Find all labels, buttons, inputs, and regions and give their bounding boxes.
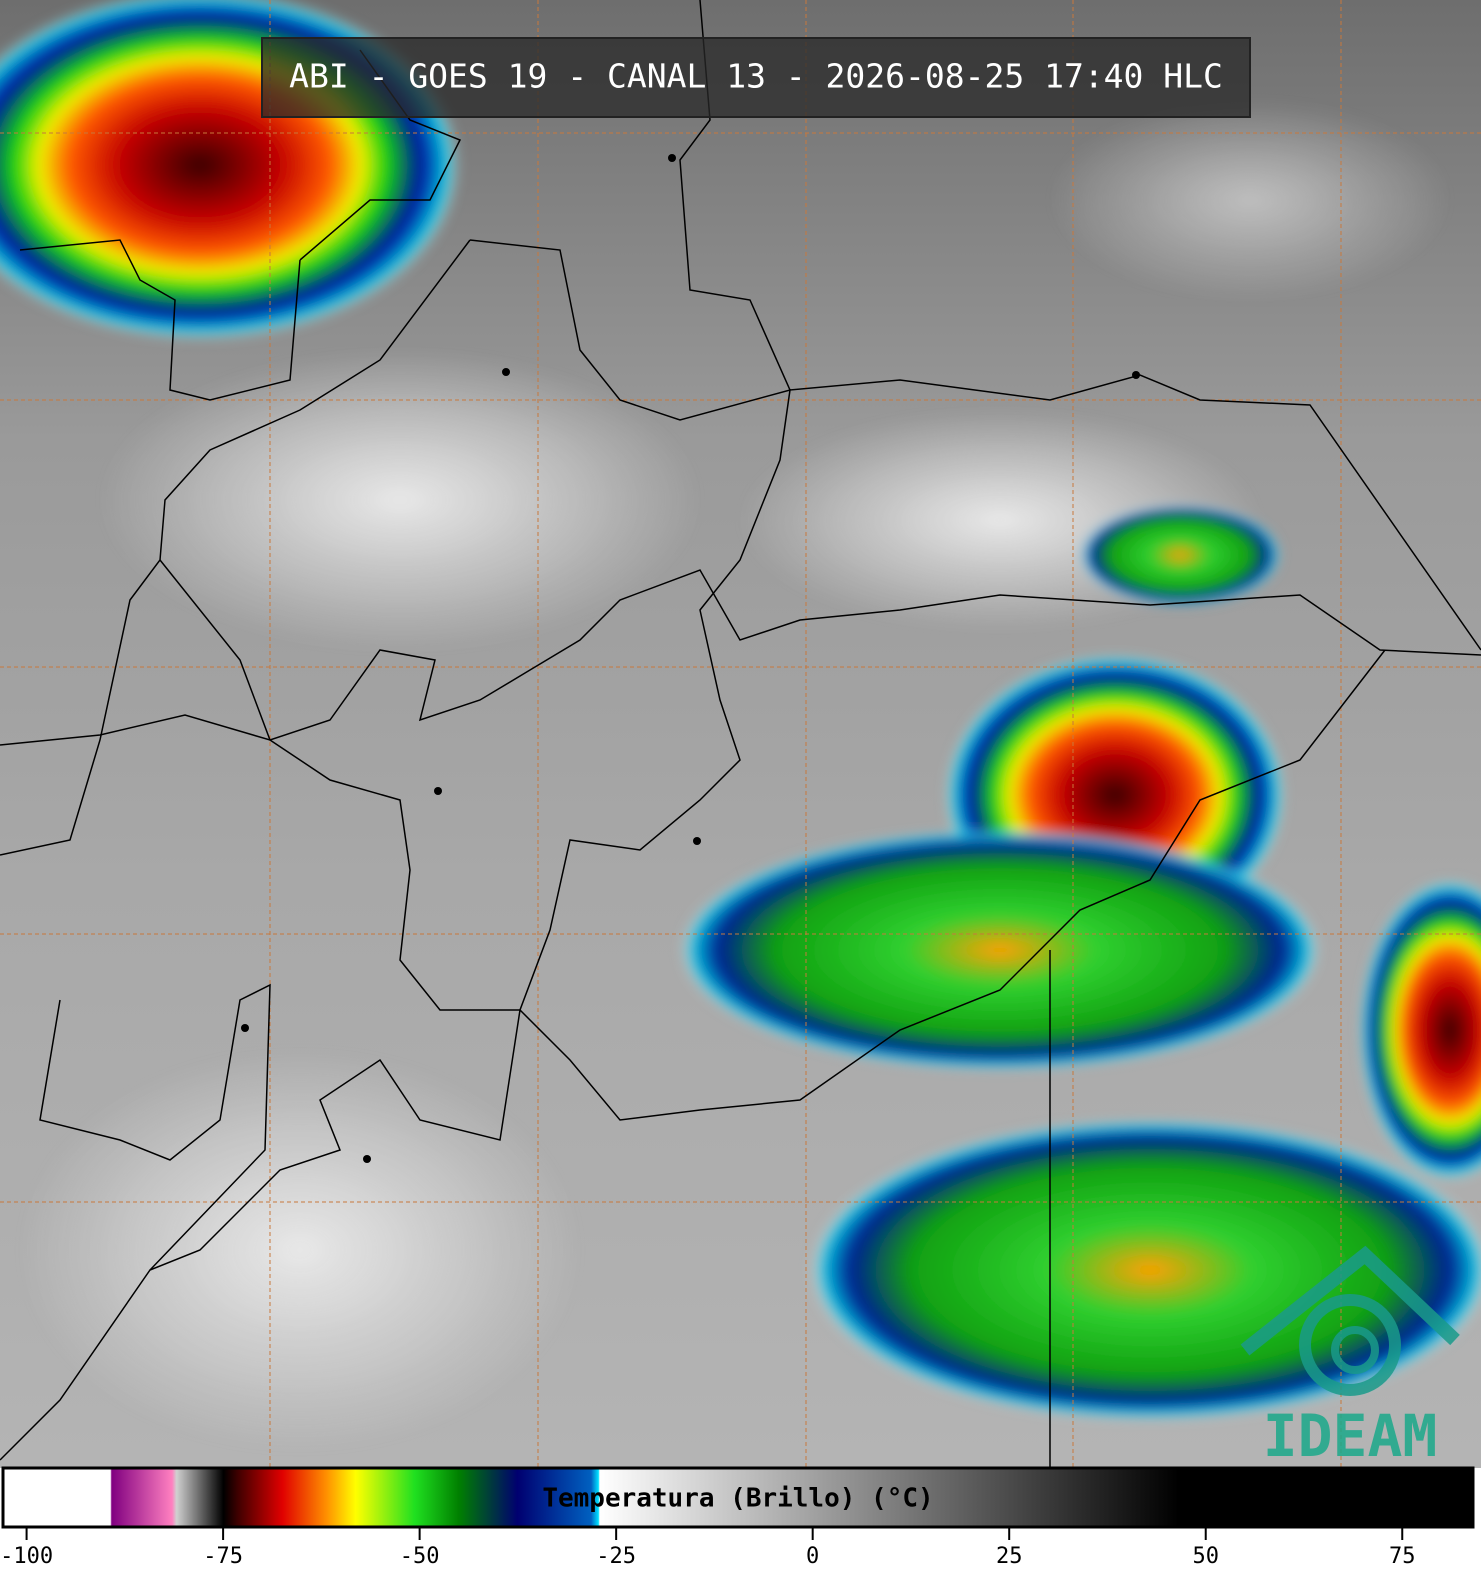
tick-label: 75	[1389, 1544, 1416, 1569]
tick-label: -75	[203, 1544, 243, 1569]
colorbar	[1, 1466, 1475, 1529]
tick-label: 0	[806, 1544, 819, 1569]
title: ABI - GOES 19 - CANAL 13 - 2026-08-25 17…	[289, 57, 1223, 96]
tick-label: 25	[996, 1544, 1023, 1569]
logo: IDEAM	[1240, 1245, 1460, 1470]
satellite-image	[0, 0, 1481, 1468]
tick-label: -50	[400, 1544, 440, 1569]
logo-text: IDEAM	[1263, 1402, 1438, 1470]
tick-label: 50	[1192, 1544, 1219, 1569]
colorbar-ticks: -100 -75 -50 -25 0 25 50 75	[0, 1527, 1416, 1569]
title-box	[261, 37, 1251, 118]
tick-label: -100	[0, 1544, 53, 1569]
tick-label: -25	[596, 1544, 636, 1569]
colorbar-label: Temperatura (Brillo) (°C)	[542, 1484, 933, 1514]
